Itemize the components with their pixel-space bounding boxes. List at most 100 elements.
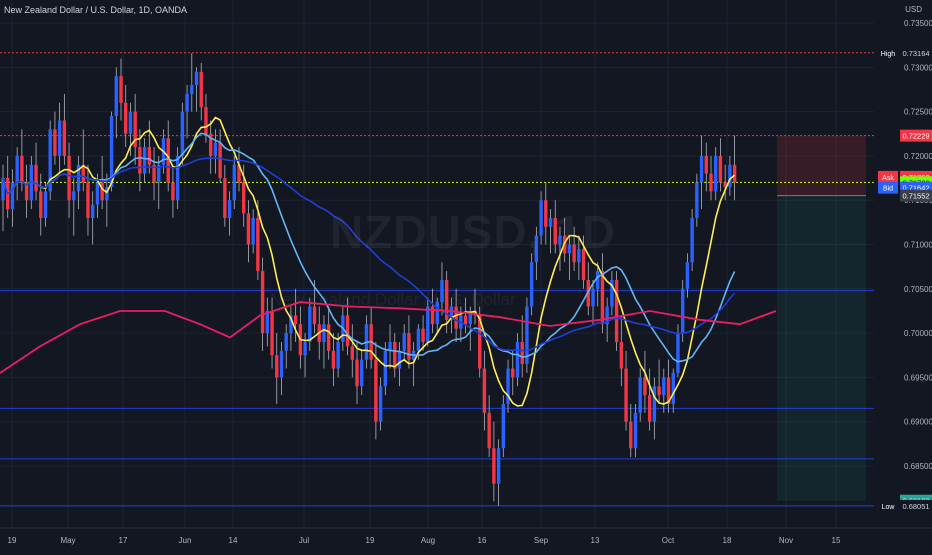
candle-body[interactable] (666, 377, 671, 404)
candle[interactable] (652, 377, 657, 440)
candle-body[interactable] (152, 164, 156, 183)
candle-body[interactable] (426, 306, 430, 342)
candle[interactable] (62, 93, 67, 165)
candle-body[interactable] (166, 138, 170, 183)
candle[interactable] (539, 191, 543, 245)
candle-body[interactable] (388, 341, 392, 351)
candle-body[interactable] (34, 164, 38, 192)
candle[interactable] (685, 253, 690, 298)
candle-body[interactable] (690, 217, 694, 263)
candle-body[interactable] (336, 341, 340, 369)
candle-body[interactable] (416, 328, 421, 351)
candle-body[interactable] (260, 271, 265, 334)
candle[interactable] (227, 191, 232, 236)
candle-body[interactable] (345, 315, 350, 347)
candle[interactable] (114, 67, 118, 139)
candle-body[interactable] (596, 271, 600, 289)
candle[interactable] (393, 333, 397, 378)
candle-body[interactable] (553, 217, 557, 245)
candle[interactable] (529, 253, 534, 316)
candle-body[interactable] (732, 164, 737, 183)
candle-body[interactable] (43, 191, 48, 218)
candle-body[interactable] (24, 182, 29, 201)
candle[interactable] (473, 288, 477, 325)
candle-body[interactable] (265, 310, 270, 334)
candle[interactable] (421, 315, 425, 351)
candle-body[interactable] (105, 186, 109, 201)
candle-body[interactable] (714, 155, 718, 192)
candle[interactable] (492, 421, 496, 502)
candle[interactable] (515, 333, 520, 387)
candle[interactable] (629, 403, 633, 458)
candle-body[interactable] (511, 368, 515, 378)
candle-body[interactable] (709, 173, 713, 192)
candle[interactable] (76, 155, 81, 210)
candle-body[interactable] (600, 271, 605, 325)
candle-body[interactable] (624, 368, 628, 422)
candle-body[interactable] (86, 182, 90, 218)
candle-body[interactable] (633, 412, 638, 449)
candle[interactable] (407, 315, 411, 369)
candle-body[interactable] (444, 279, 449, 320)
candle-body[interactable] (723, 182, 727, 187)
candle-body[interactable] (605, 306, 609, 325)
candle[interactable] (680, 279, 685, 342)
candle-body[interactable] (718, 155, 723, 183)
candle-body[interactable] (72, 191, 76, 201)
candle-body[interactable] (57, 120, 62, 156)
candle[interactable] (558, 226, 562, 272)
candle[interactable] (548, 209, 553, 254)
candle[interactable] (596, 262, 600, 307)
candle[interactable] (350, 324, 354, 378)
candle-body[interactable] (468, 310, 472, 325)
candle-body[interactable] (237, 164, 241, 183)
candle[interactable] (624, 350, 628, 431)
candle-body[interactable] (180, 111, 185, 156)
candle-body[interactable] (473, 310, 477, 316)
candle-body[interactable] (680, 288, 685, 334)
candle[interactable] (289, 306, 293, 351)
candle-body[interactable] (577, 248, 581, 263)
candle[interactable] (190, 53, 194, 112)
candle[interactable] (86, 164, 90, 236)
candle[interactable] (657, 359, 661, 404)
candle[interactable] (10, 169, 15, 227)
candle[interactable] (355, 341, 359, 404)
candle[interactable] (1, 164, 5, 232)
candle[interactable] (251, 209, 255, 254)
candle[interactable] (718, 138, 723, 192)
candle-body[interactable] (331, 350, 336, 369)
candle[interactable] (699, 135, 704, 210)
candle-body[interactable] (270, 310, 274, 356)
candle[interactable] (723, 164, 727, 201)
candle-body[interactable] (728, 164, 732, 187)
candle-body[interactable] (147, 147, 152, 165)
candle[interactable] (463, 297, 468, 334)
candle[interactable] (567, 235, 572, 280)
candle[interactable] (119, 58, 123, 121)
candle-body[interactable] (544, 200, 548, 227)
candle-body[interactable] (539, 200, 543, 236)
candle[interactable] (171, 164, 175, 218)
candle[interactable] (293, 288, 298, 342)
time-axis[interactable]: 19 May 17 Jun 14 Jul 19 Aug 16 Sep 13 Oct 18 Nov 15 (0, 527, 932, 545)
candle[interactable] (511, 350, 515, 396)
candle[interactable] (260, 257, 265, 351)
candle-body[interactable] (407, 333, 411, 360)
candle[interactable] (246, 200, 251, 263)
candle-body[interactable] (10, 182, 15, 210)
candle-body[interactable] (506, 368, 510, 404)
candle-body[interactable] (676, 333, 680, 373)
candle-body[interactable] (704, 155, 708, 174)
candle-body[interactable] (643, 377, 647, 396)
candle-body[interactable] (326, 324, 331, 351)
candle-body[interactable] (138, 147, 142, 174)
candle-body[interactable] (478, 315, 482, 369)
candle-body[interactable] (114, 76, 118, 117)
candle[interactable] (175, 147, 180, 210)
candle[interactable] (388, 324, 392, 369)
candle-body[interactable] (1, 178, 5, 201)
candle-body[interactable] (90, 204, 95, 218)
candle-body[interactable] (496, 448, 501, 484)
candle-body[interactable] (218, 142, 222, 179)
